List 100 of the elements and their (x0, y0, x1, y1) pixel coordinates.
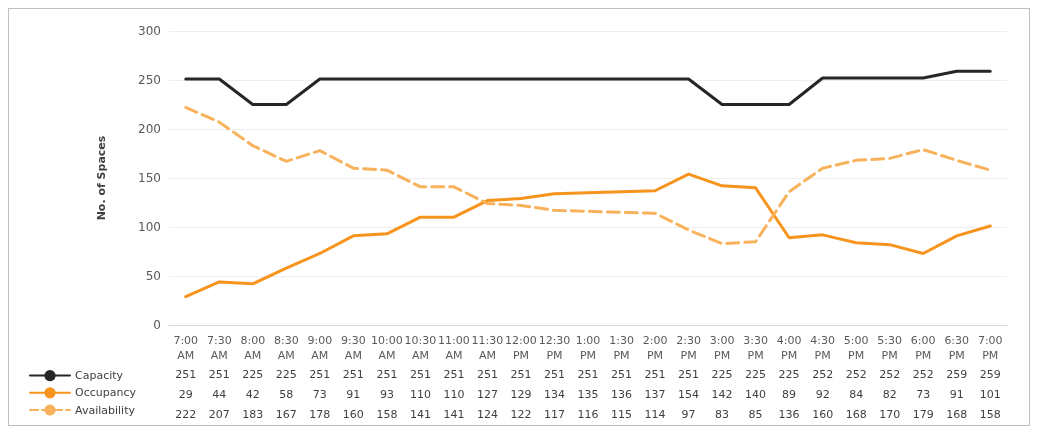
y-tick-label: 0 (153, 318, 161, 332)
data-label: 97 (681, 408, 696, 421)
line-series (184, 69, 992, 106)
data-label: 225 (242, 368, 264, 381)
data-label: 251 (510, 368, 532, 381)
y-tick-label: 200 (138, 122, 161, 136)
data-label: 82 (882, 388, 897, 401)
x-tick-label: 11:30 AM (471, 334, 504, 362)
data-label: 170 (879, 408, 901, 421)
x-tick-label: 10:30 AM (404, 334, 437, 362)
data-label: 91 (346, 388, 361, 401)
data-label: 29 (178, 388, 193, 401)
y-tick-label: 150 (138, 171, 161, 185)
data-label: 140 (745, 388, 767, 401)
data-label: 129 (510, 388, 532, 401)
x-tick-label: 7:30 AM (206, 334, 232, 362)
data-label: 225 (745, 368, 767, 381)
data-label: 58 (279, 388, 294, 401)
x-tick-label: 8:00 AM (240, 334, 266, 362)
x-tick-label: 10:00 AM (371, 334, 403, 362)
data-label: 114 (644, 408, 666, 421)
y-axis-title: No. of Spaces (95, 135, 108, 221)
data-label: 251 (644, 368, 666, 381)
data-label: 251 (678, 368, 700, 381)
data-label: 251 (476, 368, 498, 381)
data-label: 168 (946, 408, 968, 421)
data-label: 207 (208, 408, 230, 421)
data-label: 101 (979, 388, 1001, 401)
x-tick-label: 5:30 PM (877, 334, 903, 362)
data-label: 158 (376, 408, 398, 421)
x-tick-label: 7:00 PM (977, 334, 1003, 362)
x-tick-label: 12:30 PM (538, 334, 571, 362)
data-label: 225 (778, 368, 800, 381)
legend-label: Capacity (75, 369, 124, 383)
line-series (184, 105, 992, 246)
legend-label: Occupancy (75, 386, 137, 400)
line-series (184, 172, 992, 299)
x-tick-label: 9:30 AM (341, 334, 366, 362)
data-label: 73 (312, 388, 327, 401)
data-label: 251 (376, 368, 398, 381)
data-label: 251 (611, 368, 633, 381)
data-label: 110 (409, 388, 431, 401)
data-label: 110 (443, 388, 465, 401)
data-label: 158 (979, 408, 1001, 421)
data-label: 167 (275, 408, 297, 421)
x-tick-label: 9:00 AM (307, 334, 333, 362)
data-label: 252 (912, 368, 934, 381)
x-tick-label: 1:00 PM (575, 334, 601, 362)
data-label: 127 (476, 388, 498, 401)
y-tick-label: 300 (138, 24, 161, 38)
x-tick-label: 7:00 AM (173, 334, 199, 362)
data-label: 154 (678, 388, 700, 401)
data-label: 136 (778, 408, 800, 421)
x-tick-label: 3:30 PM (743, 334, 768, 362)
data-label: 168 (845, 408, 867, 421)
data-label: 134 (543, 388, 565, 401)
data-label: 251 (309, 368, 331, 381)
data-label: 136 (611, 388, 633, 401)
y-tick-label: 100 (138, 220, 161, 234)
x-tick-label: 4:00 PM (776, 334, 802, 362)
data-label: 251 (543, 368, 565, 381)
x-tick-label: 6:00 PM (910, 334, 936, 362)
x-tick-label: 3:00 PM (709, 334, 735, 362)
data-label: 137 (644, 388, 666, 401)
x-tick-label: 1:30 PM (609, 334, 634, 362)
x-tick-label: 2:30 PM (676, 334, 701, 362)
x-tick-label: 2:00 PM (642, 334, 668, 362)
data-label: 259 (979, 368, 1001, 381)
data-label: 251 (208, 368, 230, 381)
data-label: 259 (946, 368, 968, 381)
data-label: 222 (175, 408, 197, 421)
data-label: 251 (409, 368, 431, 381)
data-label: 251 (175, 368, 197, 381)
data-label: 73 (916, 388, 931, 401)
data-label: 141 (409, 408, 431, 421)
y-tick-label: 50 (145, 269, 161, 283)
data-label: 178 (309, 408, 331, 421)
data-label: 117 (543, 408, 565, 421)
data-label: 92 (815, 388, 830, 401)
data-label: 160 (812, 408, 834, 421)
data-label: 252 (879, 368, 901, 381)
data-label: 91 (949, 388, 964, 401)
data-label: 89 (782, 388, 797, 401)
data-label: 93 (379, 388, 394, 401)
data-label: 135 (577, 388, 599, 401)
data-label: 85 (748, 408, 763, 421)
data-label: 252 (812, 368, 834, 381)
data-label: 179 (912, 408, 934, 421)
data-label: 42 (245, 388, 260, 401)
data-label: 141 (443, 408, 465, 421)
x-tick-label: 11:00 AM (438, 334, 470, 362)
data-label: 84 (849, 388, 864, 401)
data-label: 251 (443, 368, 465, 381)
data-label: 160 (342, 408, 364, 421)
data-label: 122 (510, 408, 532, 421)
x-tick-label: 6:30 PM (944, 334, 970, 362)
data-label: 44 (212, 388, 227, 401)
data-label: 124 (476, 408, 498, 421)
x-tick-label: 4:30 PM (810, 334, 835, 362)
data-label: 251 (342, 368, 364, 381)
